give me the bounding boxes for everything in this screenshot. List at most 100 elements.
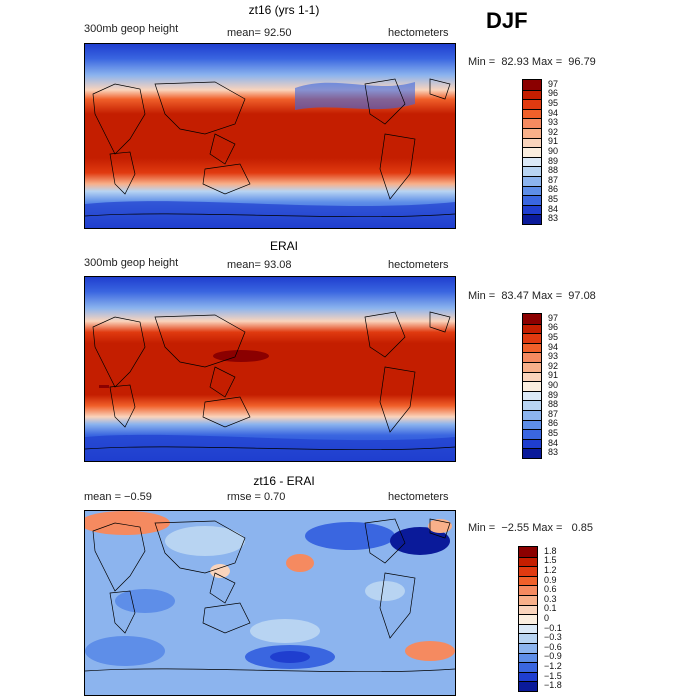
colorbar-swatch (523, 448, 541, 458)
panel-3-colorbar-ticks: 1.8 1.5 1.2 0.9 0.6 0.3 0.1 0 −0.1 −0.3 −0.6 −0.9 −1… (544, 546, 584, 692)
colorbar-swatch (523, 108, 541, 119)
colorbar-tick-label: −0.3 (544, 632, 562, 643)
colorbar-tick-label: 96 (548, 322, 559, 333)
panel-2-title: ERAI (269, 239, 298, 253)
colorbar-tick-label: 96 (548, 88, 559, 99)
colorbar-tick-label: 87 (548, 408, 559, 419)
colorbar-swatch (523, 147, 541, 157)
colorbar-swatch (519, 633, 537, 643)
panel-2-colorbar-ticks: 97 96 95 94 93 92 91 90 89 88 87 86 85 84 83 (548, 313, 588, 459)
colorbar-tick-label: 89 (548, 155, 559, 166)
colorbar-tick-label: 1.2 (544, 565, 557, 575)
panel-1-colorbar-ticks: 97 96 95 94 93 92 91 90 89 88 87 86 85 84 83 (548, 79, 588, 225)
colorbar-tick-label: 93 (548, 117, 559, 128)
colorbar-tick-label: 92 (548, 126, 559, 137)
colorbar-swatch (519, 681, 537, 691)
panel-1-units-label: hectometers (388, 27, 449, 39)
colorbar-swatch (523, 352, 541, 362)
colorbar-tick-label: 1.8 (544, 545, 557, 556)
colorbar-swatch (523, 342, 541, 353)
colorbar-tick-label: 85 (548, 428, 559, 438)
colorbar-tick-label: 97 (548, 78, 559, 89)
colorbar-swatch (523, 185, 541, 196)
colorbar-swatch (523, 176, 541, 186)
colorbar-swatch (523, 214, 541, 224)
panel-2-units-label: hectometers (388, 259, 449, 271)
colorbar-swatch (523, 390, 541, 401)
colorbar-swatch (523, 381, 541, 391)
panel-1-map (84, 43, 456, 229)
panel-1-title: zt16 (yrs 1-1) (248, 3, 320, 17)
panel-2-colorbar (522, 313, 542, 459)
colorbar-tick-label: 86 (548, 418, 559, 429)
colorbar-tick-label: 90 (548, 380, 559, 390)
colorbar-tick-label: 90 (548, 146, 559, 156)
panel-1-variable-label: 300mb geop height (84, 23, 179, 35)
colorbar-tick-label: −0.9 (544, 651, 562, 662)
colorbar-tick-label: −0.6 (544, 641, 562, 652)
colorbar-tick-label: 0.1 (544, 603, 557, 614)
colorbar-tick-label: −1.8 (544, 680, 562, 691)
colorbar-swatch (519, 604, 537, 615)
colorbar-tick-label: 95 (548, 98, 559, 108)
colorbar-swatch (519, 671, 537, 682)
colorbar-tick-label: 85 (548, 194, 559, 204)
colorbar-tick-label: 88 (548, 165, 559, 176)
colorbar-tick-label: 86 (548, 184, 559, 195)
colorbar-tick-label: 0 (544, 613, 550, 623)
panel-3-minmax: Min = −2.55 Max = 0.85 (468, 522, 594, 534)
colorbar-tick-label: 93 (548, 351, 559, 362)
colorbar-swatch (523, 371, 541, 382)
colorbar-swatch (523, 429, 541, 439)
colorbar-swatch (519, 547, 537, 557)
colorbar-tick-label: 83 (548, 447, 559, 458)
panel-3-title: zt16 - ERAI (253, 474, 315, 488)
colorbar-swatch (523, 410, 541, 420)
panel-1-colorbar (522, 79, 542, 225)
panel-3-map (84, 510, 456, 696)
colorbar-swatch (523, 89, 541, 100)
colorbar-swatch (523, 195, 541, 205)
colorbar-tick-label: 84 (548, 203, 559, 214)
panel-1-minmax: Min = 82.93 Max = 96.79 (468, 56, 596, 68)
colorbar-swatch (523, 419, 541, 430)
colorbar-tick-label: 88 (548, 399, 559, 410)
colorbar-tick-label: 89 (548, 389, 559, 400)
colorbar-tick-label: 83 (548, 213, 559, 224)
colorbar-tick-label: 94 (548, 341, 559, 352)
colorbar-tick-label: 92 (548, 360, 559, 371)
colorbar-tick-label: 91 (548, 370, 559, 381)
colorbar-swatch (523, 99, 541, 109)
colorbar-swatch (519, 585, 537, 595)
colorbar-swatch (519, 614, 537, 624)
panel-1-map-field (85, 44, 455, 228)
colorbar-swatch (523, 80, 541, 90)
colorbar-swatch (519, 566, 537, 576)
panel-2-map-field (85, 277, 455, 461)
colorbar-swatch (519, 643, 537, 653)
colorbar-tick-label: 84 (548, 437, 559, 448)
colorbar-swatch (523, 333, 541, 343)
panel-2-variable-label: 300mb geop height (84, 257, 179, 269)
panel-2-mean-label: mean= 93.08 (227, 259, 292, 271)
colorbar-swatch (523, 314, 541, 324)
colorbar-tick-label: 91 (548, 136, 559, 147)
colorbar-tick-label: −1.2 (544, 661, 562, 671)
colorbar-tick-label: 97 (548, 312, 559, 323)
colorbar-swatch (523, 204, 541, 215)
season-label: DJF (486, 8, 528, 33)
colorbar-tick-label: 1.5 (544, 555, 557, 566)
colorbar-swatch (523, 166, 541, 176)
panel-2-map (84, 276, 456, 462)
colorbar-tick-label: 0.3 (544, 593, 557, 604)
colorbar-tick-label: 94 (548, 107, 559, 118)
colorbar-tick-label: 87 (548, 174, 559, 185)
colorbar-swatch (519, 575, 537, 586)
colorbar-swatch (523, 156, 541, 167)
colorbar-swatch (523, 438, 541, 449)
panel-3-rmse-label: rmse = 0.70 (227, 491, 286, 503)
colorbar-swatch (523, 128, 541, 138)
panel-3-colorbar (518, 546, 538, 692)
colorbar-swatch (523, 362, 541, 372)
colorbar-swatch (523, 323, 541, 334)
